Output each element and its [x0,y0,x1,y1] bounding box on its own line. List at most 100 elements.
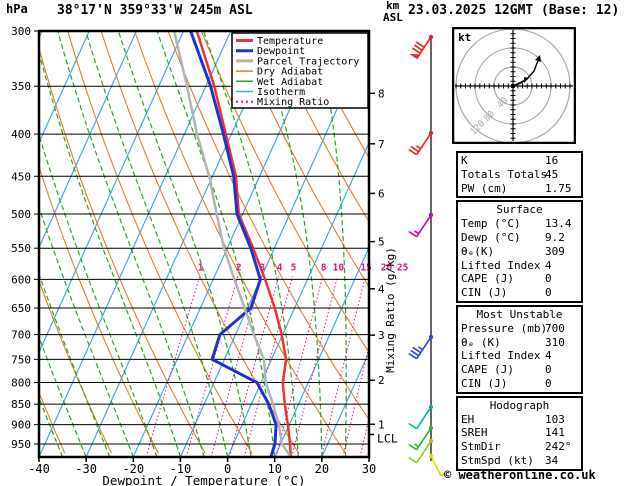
stat-label: Lifted Index [461,258,541,272]
wind-barb [408,334,434,360]
pressure-unit-label: hPa [6,2,28,16]
dry-adiabat-lines [39,31,369,454]
svg-text:300: 300 [11,25,31,38]
stat-value: 9.2 [545,230,565,244]
svg-text:1: 1 [378,418,385,431]
stat-panel-title: Surface [496,203,543,217]
svg-text:850: 850 [11,398,31,411]
altitude-unit-label: km ASL [383,0,403,24]
svg-text:5: 5 [291,262,297,273]
svg-text:8: 8 [378,87,385,100]
stat-value: 309 [545,244,565,258]
wet-adiabat-lines [39,31,369,457]
stat-row: SREH 141 [461,426,578,440]
svg-text:4: 4 [378,283,385,296]
stat-row: Totals Totals 45 [461,168,578,182]
stat-panel-title: Hodograph [489,398,550,412]
wind-barb [408,130,434,156]
stat-panel-hodograph: Hodograph EH 103 SREH 141 StmDir 242° StmSpd (k… [456,395,583,471]
mixing-ratio-lines [145,276,369,457]
stat-value: 0 [545,363,552,377]
stat-value: 45 [545,167,559,181]
svg-text:6: 6 [378,187,385,200]
km-asl-axis: 1 2 3 4 5 6 7 8 LCL [369,87,398,445]
stat-value: 16 [545,154,559,167]
temperature-curve [195,31,292,457]
svg-text:800: 800 [11,376,31,389]
stat-value: 13.4 [545,217,572,231]
stat-value: 0 [545,376,552,390]
skewt-chart: 1 2 3 4 5 8 10 15 20 2530035040045050055060065070… [11,25,446,486]
stat-row: θₑ(K) 309 [461,245,578,259]
sounding-curves [172,31,292,457]
svg-text:20: 20 [315,462,329,476]
stat-row: Dewp (°C) 9.2 [461,231,578,245]
svg-text:650: 650 [11,302,31,315]
stat-label: Totals Totals [461,167,548,181]
stat-value: 700 [545,321,565,335]
stat-value: 0 [545,272,552,286]
svg-text:-10: -10 [170,462,192,476]
stat-row: CIN (J) 0 [461,377,578,391]
svg-text:10: 10 [267,462,281,476]
stat-panel-indices: K 16 Totals Totals 45 PW (cm) 1.75 [456,151,583,199]
datetime-title: 23.03.2025 12GMT (Base: 12) [408,3,620,18]
plot-border [37,29,371,459]
stat-value: 4 [545,258,552,272]
svg-text:-40: -40 [28,462,50,476]
temperature-axis-labels: -40 -30 -20 -10 0 10 20 30 Dewpoint / Temperatur… [28,457,376,486]
wind-barb [408,404,434,430]
stat-label: CIN (J) [461,286,508,300]
svg-text:900: 900 [11,419,31,432]
svg-text:15: 15 [360,262,372,273]
stat-value: 1.75 [545,181,572,195]
stat-row: StmSpd (kt) 34 [461,454,578,468]
svg-text:0: 0 [224,462,231,476]
wind-barb [409,34,434,60]
hodograph-trace [512,55,541,87]
parcel-trajectory-curve [172,31,292,457]
wind-barb [408,425,434,451]
svg-text:4: 4 [277,262,283,273]
stat-value: 103 [545,412,565,426]
stat-label: Temp (°C) [461,217,521,231]
svg-text:-30: -30 [75,462,97,476]
stat-value: 4 [545,349,552,363]
stat-row: K 16 [461,154,578,168]
svg-text:-20: -20 [122,462,144,476]
svg-text:Temperature: Temperature [257,36,323,47]
stat-value: 141 [545,426,565,440]
svg-text:550: 550 [11,242,31,255]
stat-row: PW (cm) 1.75 [461,182,578,196]
stat-label: Dewp (°C) [461,230,521,244]
stat-panel-title: Most Unstable [476,307,563,321]
svg-text:30: 30 [362,462,376,476]
stat-row: Lifted Index 4 [461,259,578,273]
stat-value: 310 [545,335,565,349]
pressure-axis-labels: 300 350 400 450 500 550 600 650 700 750 800 850 900 9… [11,25,31,451]
stat-label: Pressure (mb) [461,321,548,335]
stat-label: K [461,154,468,167]
svg-text:3: 3 [378,329,385,342]
svg-text:500: 500 [11,208,31,221]
stat-row: Temp (°C) 13.4 [461,217,578,231]
stat-label: Lifted Index [461,349,541,363]
stat-panel-surface: Surface Temp (°C) 13.4 Dewp (°C) 9.2 θₑ(K) 309… [456,200,583,303]
stat-row: Pressure (mb) 700 [461,322,578,336]
stat-row: StmDir 242° [461,440,578,454]
svg-text:450: 450 [11,170,31,183]
stat-label: θₑ (K) [461,335,501,349]
stat-label: PW (cm) [461,181,508,195]
wind-barb [428,453,446,477]
mixing-ratio-axis-label: Mixing Ratio (g/kg) [384,247,397,373]
svg-text:25: 25 [397,262,409,273]
stat-label: StmDir [461,440,501,454]
km-label: km [386,0,400,12]
stat-label: CAPE (J) [461,272,514,286]
svg-text:Parcel Trajectory: Parcel Trajectory [257,56,359,67]
svg-text:700: 700 [11,329,31,342]
svg-text:8: 8 [321,262,327,273]
footer-credit: © weatheronline.co.uk [444,468,596,482]
